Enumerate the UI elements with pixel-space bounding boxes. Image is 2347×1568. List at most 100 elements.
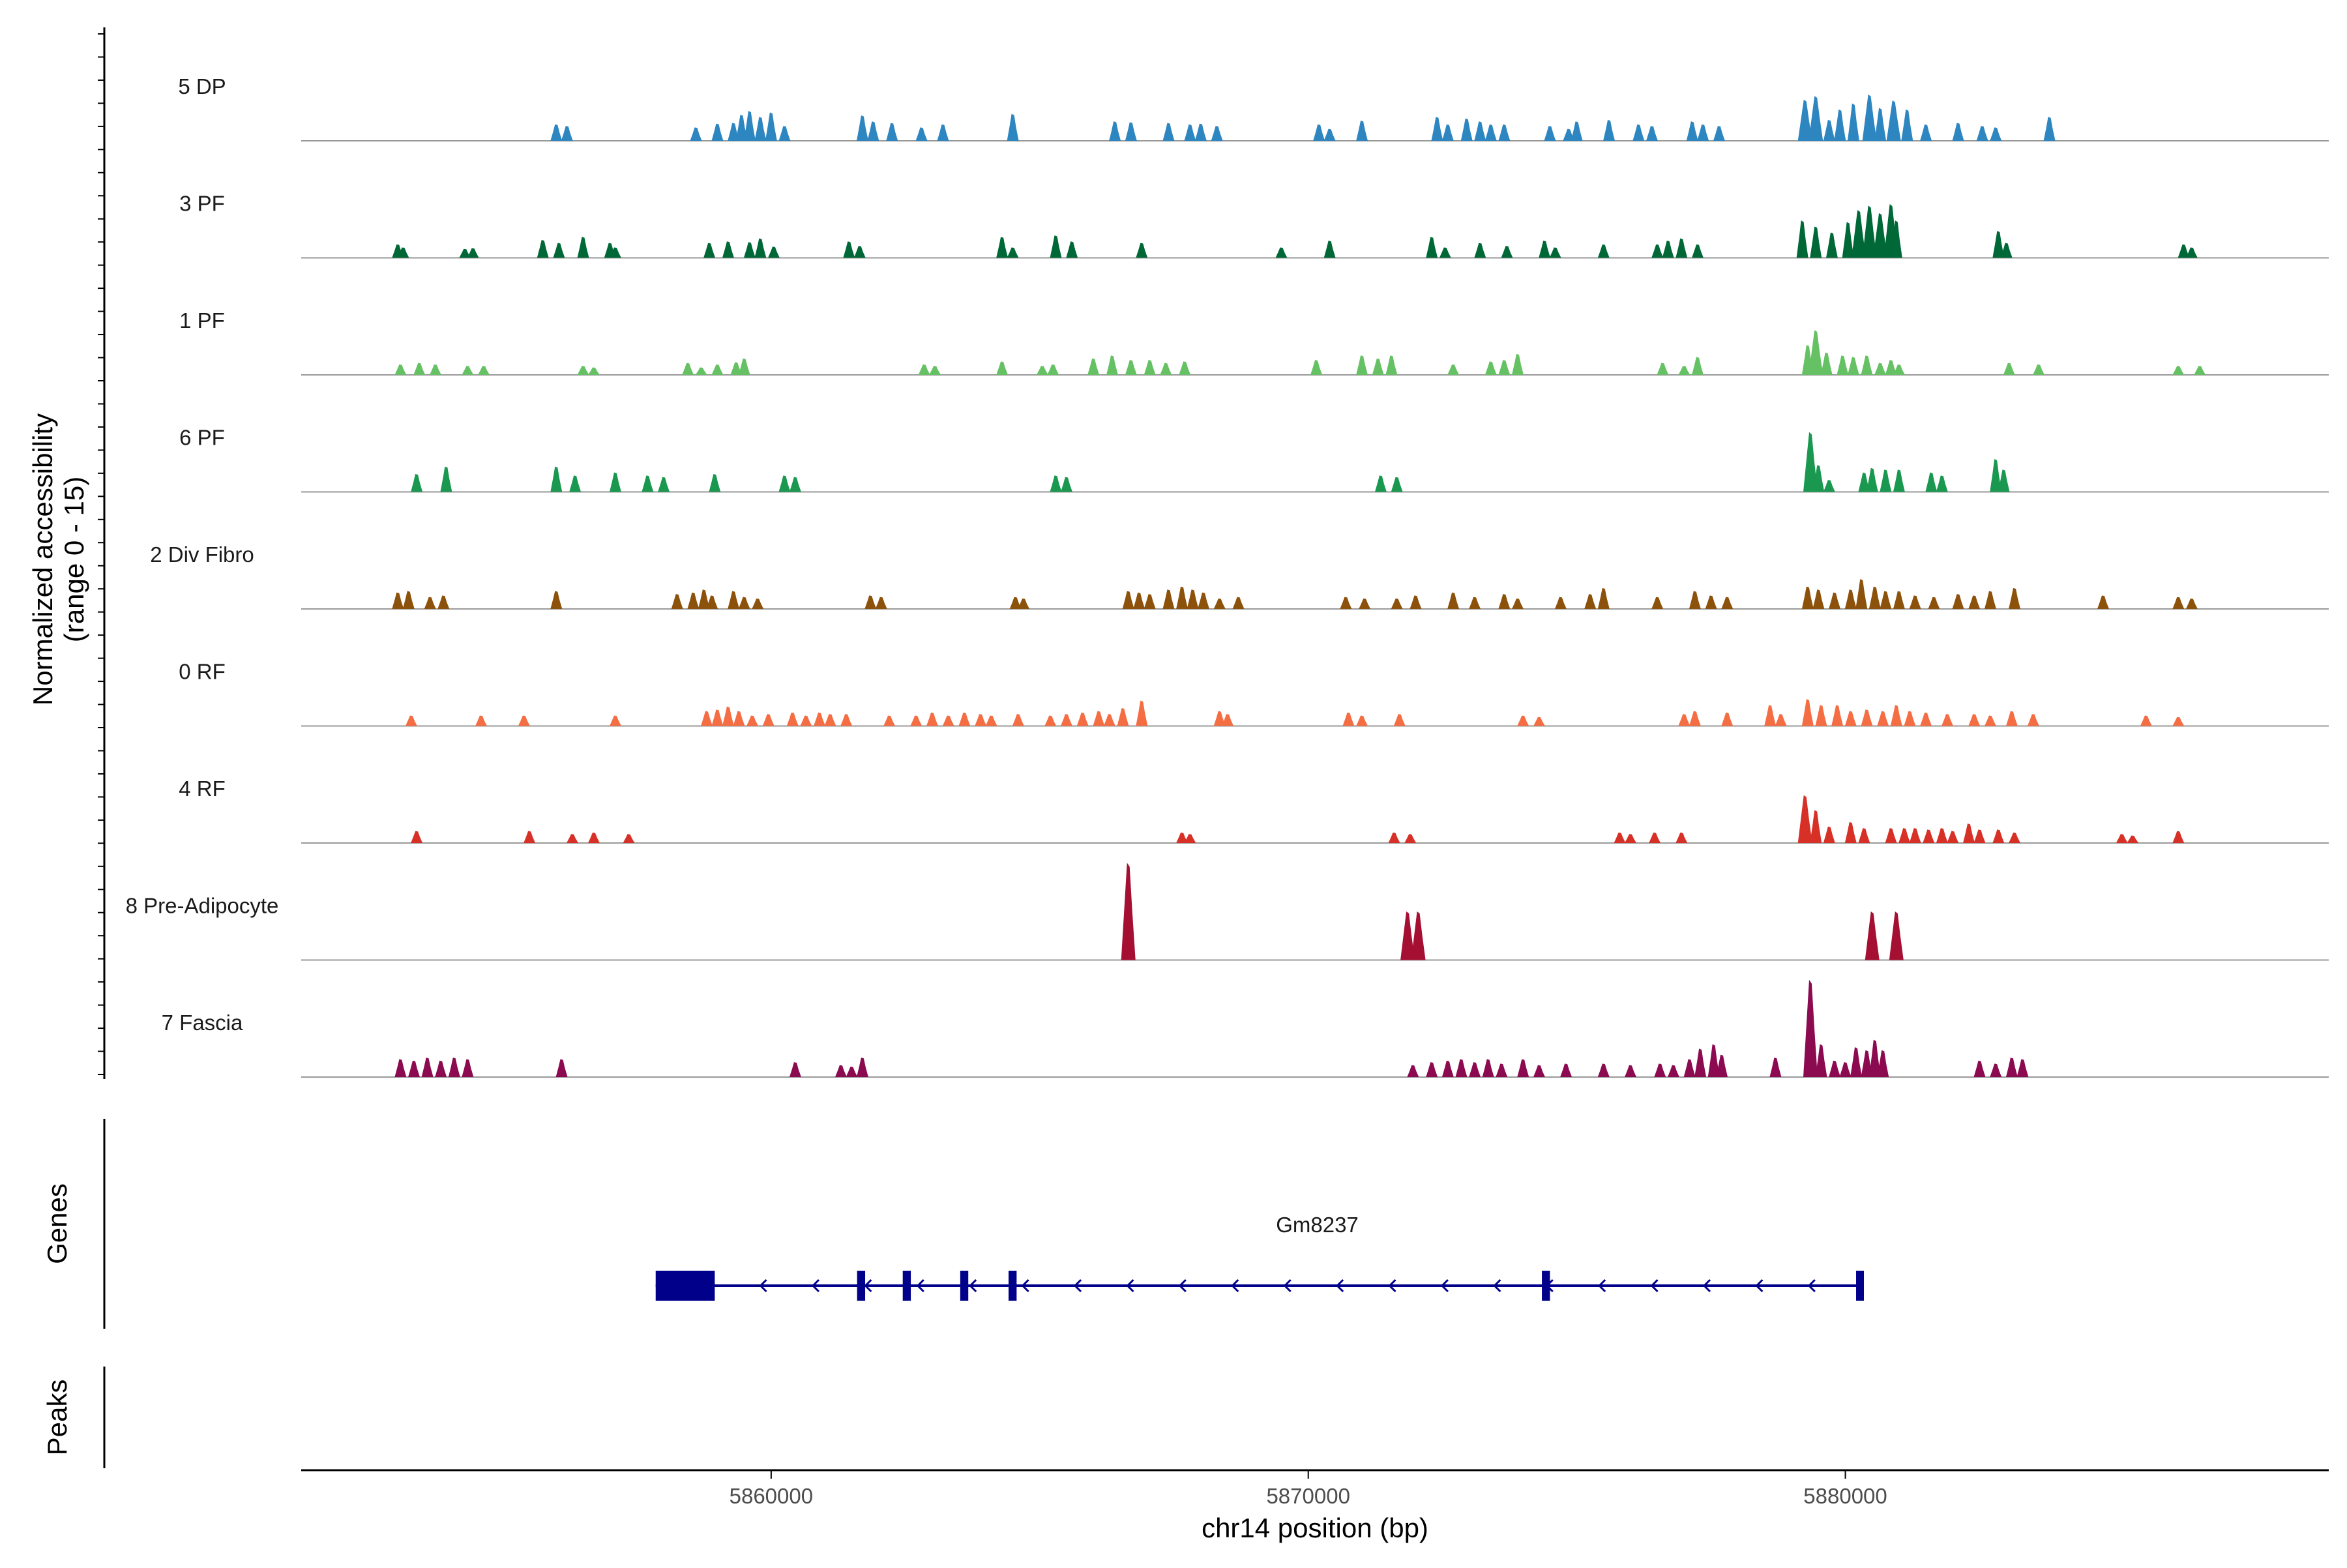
coverage-peak [1796,220,1808,258]
coverage-peak [711,709,724,726]
coverage-peak [1093,711,1105,726]
coverage-peak [577,237,589,258]
coverage-peak [1560,1063,1572,1077]
coverage-peak [475,715,487,726]
coverage-peak [1797,99,1812,141]
coverage-peak [975,714,987,726]
coverage-peak [754,117,767,141]
coverage-peak [1844,711,1857,726]
coverage-peak [1372,358,1384,375]
coverage-peak [1936,828,1948,843]
coverage-peak [1850,1047,1863,1077]
coverage-peak [701,711,713,726]
coverage-peak [1775,714,1787,726]
coverage-peak [2172,831,2185,843]
coverage-peak [1407,1065,1419,1077]
coverage-peak [2016,1059,2029,1077]
coverage-peak [587,367,600,375]
coverage-peak [1050,475,1062,492]
coverage-peak [1359,598,1371,609]
coverage-peak [567,834,579,843]
coverage-peak [1391,477,1403,492]
track-label: 5 DP [178,74,226,98]
coverage-peak [864,595,877,609]
coverage-peak [1823,480,1835,492]
coverage-peak [728,591,740,609]
coverage-peak [886,123,898,141]
coverage-peak [1313,124,1325,141]
coverage-peak [1103,714,1115,726]
coverage-peak [778,475,791,492]
coverage-peak [1829,592,1841,609]
coverage-peak [1374,475,1387,492]
coverage-peak [1697,124,1709,141]
coverage-peak [1356,355,1368,375]
coverage-peak [411,473,423,492]
coverage-peak [424,597,436,609]
strand-arrow [1755,1279,1764,1293]
coverage-peak [1106,355,1118,375]
coverage-peak [587,832,600,843]
coverage-peak [2005,711,2018,726]
coverage-peak [1176,832,1188,843]
coverage-peak [1678,714,1690,726]
coverage-peak [1829,1060,1841,1077]
coverage-peak [1885,360,1897,375]
coverage-peak [518,715,530,726]
coverage-peak [752,598,764,609]
coverage-peak [840,714,853,726]
strand-arrow [1126,1279,1134,1293]
coverage-peak [1963,823,1975,843]
coverage-peak [1533,717,1545,726]
coverage-peak [1866,467,1878,492]
coverage-peak [1544,126,1556,141]
coverage-peak [1187,589,1199,609]
coverage-peak [1213,711,1226,726]
coverage-peak [1707,1044,1720,1077]
coverage-peak [915,127,928,141]
coverage-peak [1694,1048,1707,1077]
strand-arrow [1231,1279,1239,1293]
coverage-peak [1909,595,1921,609]
coverage-peak [459,248,471,258]
coverage-peak [937,124,949,141]
coverage-peak [440,466,452,492]
coverage-peak [1614,832,1626,843]
coverage-peak [1689,711,1701,726]
coverage-peak [1893,591,1905,609]
coverage-peak [711,123,724,141]
coverage-peak [1823,119,1835,141]
strand-arrow [811,1279,820,1293]
coverage-peak [1764,705,1777,726]
coverage-peak [1904,711,1916,726]
coverage-peak [722,241,734,258]
coverage-peak [735,114,748,141]
coverage-peak [462,366,474,375]
coverage-peak [1597,1063,1610,1077]
coverage-peak [1625,834,1637,843]
coverage-peak [1036,366,1048,375]
coverage-peak [1047,364,1059,375]
coverage-peak [1801,699,1814,726]
coverage-peak [1009,597,1022,609]
coverage-peak [1893,469,1905,492]
coverage-peak [1447,364,1460,375]
coverage-peak [1984,591,1996,609]
coverage-peak [437,595,450,609]
coverage-peak [1496,1063,1508,1077]
coverage-peak [1952,594,1964,609]
coverage-peak [1992,829,2005,843]
coverage-peak [1176,586,1188,609]
gene-exon [1008,1271,1017,1301]
coverage-peak [1852,210,1867,258]
strand-arrow [864,1279,872,1293]
coverage-peak [1646,126,1658,141]
coverage-peak [1923,829,1935,843]
coverage-peak [1050,235,1062,258]
coverage-peak [1925,472,1938,492]
coverage-peak [867,121,879,141]
coverage-peak [918,364,930,375]
coverage-peak [1861,709,1873,726]
coverage-peak [1984,715,1996,726]
coverage-peak [814,712,826,726]
